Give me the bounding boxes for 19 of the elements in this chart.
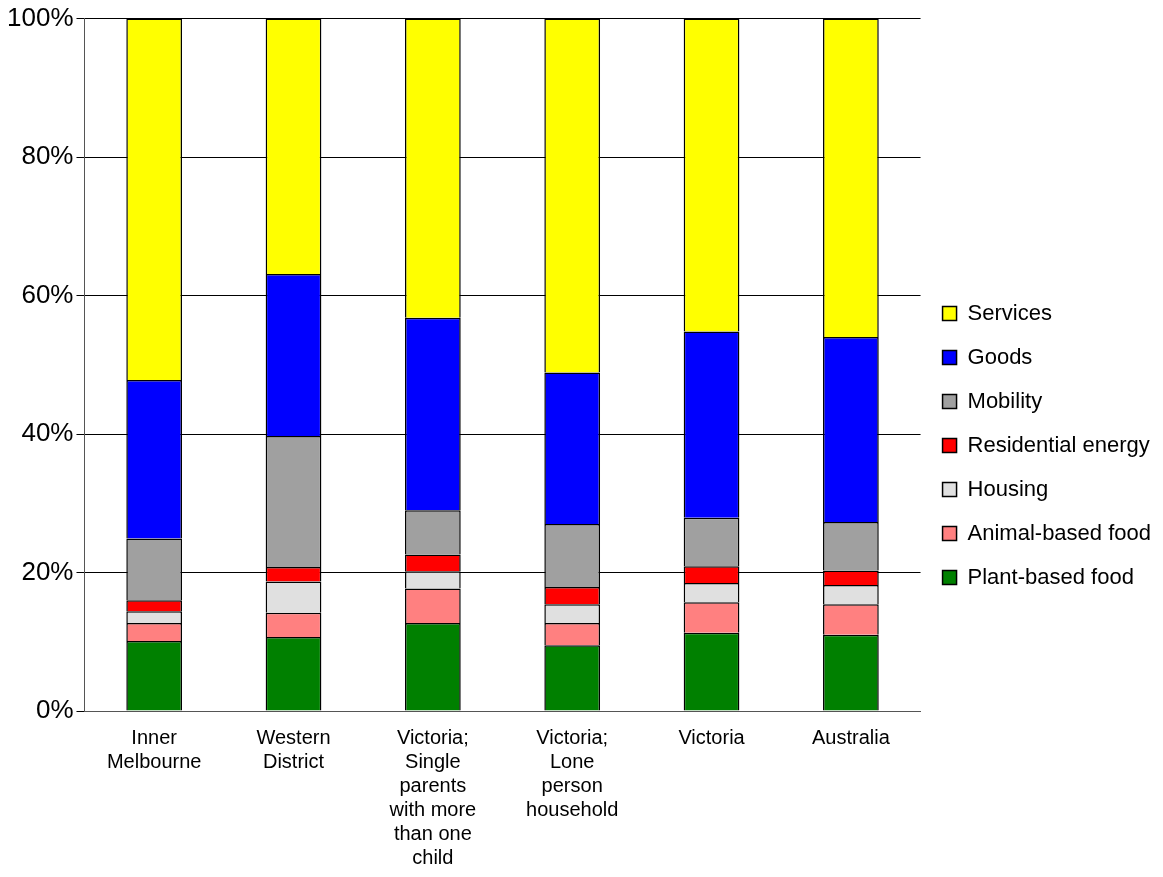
x-tick-label: Inner Melbourne <box>106 725 202 772</box>
x-tick-label: Victoria <box>678 725 746 748</box>
y-tick-label: 60% <box>21 278 74 309</box>
x-tick-label: Western District <box>256 725 331 772</box>
legend-label: Goods <box>967 343 1033 369</box>
legend-label: Residential energy <box>967 431 1150 457</box>
y-tick-label: 0% <box>35 694 74 725</box>
legend-label: Plant-based food <box>967 563 1134 589</box>
y-tick-label: 40% <box>21 417 74 448</box>
y-tick-label: 20% <box>21 555 74 586</box>
legend-label: Animal-based food <box>967 519 1152 545</box>
legend-label: Mobility <box>967 387 1043 413</box>
y-tick-label: 80% <box>21 140 74 171</box>
x-tick-label: Victoria; Single parents with more than one child <box>388 725 477 868</box>
x-tick-label: Victoria; Lone person household <box>526 725 619 820</box>
x-tick-label: Australia <box>811 725 891 748</box>
legend-label: Services <box>967 299 1052 325</box>
legend-label: Housing <box>967 475 1049 501</box>
y-tick-label: 100% <box>7 1 74 32</box>
